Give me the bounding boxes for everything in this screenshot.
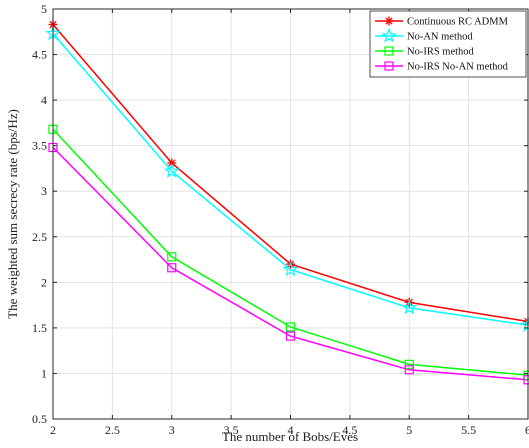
y-tick-label: 3: [41, 184, 47, 198]
y-axis-label: The weighted sum secrecy rate (bps/Hz): [5, 109, 20, 319]
y-tick-label: 2.5: [32, 230, 47, 244]
legend-marker: [384, 46, 394, 56]
legend-entry: No-IRS method: [407, 47, 475, 58]
x-tick-label: 5.5: [461, 423, 476, 437]
legend-box: [369, 10, 527, 78]
series-line-4: [52, 146, 529, 381]
y-tick-label: 4.5: [32, 48, 47, 62]
series-line-2: [52, 33, 529, 326]
legend: Continuous RC ADMM No-AN method No-IRS met…: [369, 10, 527, 78]
data-point: [285, 331, 296, 341]
x-tick-label: 3: [169, 423, 175, 437]
series-lines: [52, 24, 529, 381]
x-tick-label: 2.5: [105, 423, 120, 437]
axis-ticks: 2 2.5 3 3.5 4 4.5 5 5.5 6 0.5 1 1.5 2 2.5 3 3.5 4 4.5 5: [32, 2, 529, 437]
x-tick-label: 3.5: [224, 423, 239, 437]
y-tick-label: 3.5: [32, 139, 47, 153]
x-tick-label: 5: [406, 423, 412, 437]
y-tick-label: 2: [41, 275, 47, 289]
legend-entry: No-AN method: [407, 32, 473, 43]
x-tick-label: 4.5: [342, 423, 357, 437]
y-tick-label: 1: [41, 366, 47, 380]
data-point: [167, 263, 177, 273]
data-point: [285, 322, 296, 332]
data-point: [404, 359, 414, 369]
series-line-3: [52, 128, 529, 377]
data-point: [163, 162, 180, 178]
legend-marker: [384, 16, 394, 26]
data-point: [282, 261, 299, 277]
x-tick-label: 2: [50, 423, 56, 437]
legend-entry: Continuous RC ADMM: [407, 17, 509, 28]
y-tick-label: 0.5: [32, 412, 47, 426]
y-tick-label: 4: [41, 93, 47, 107]
x-tick-label: 4: [288, 423, 294, 437]
legend-entry: No-IRS No-AN method: [407, 62, 509, 73]
legend-marker: [384, 61, 394, 71]
x-axis-label: The number of Bobs/Eves: [222, 429, 358, 444]
y-tick-label: 5: [41, 2, 47, 16]
data-point: [167, 252, 177, 262]
data-point: [401, 299, 418, 315]
y-tick-label: 1.5: [32, 321, 47, 335]
x-tick-label: 6: [525, 423, 529, 437]
data-point: [404, 365, 414, 375]
legend-marker: [381, 27, 397, 43]
